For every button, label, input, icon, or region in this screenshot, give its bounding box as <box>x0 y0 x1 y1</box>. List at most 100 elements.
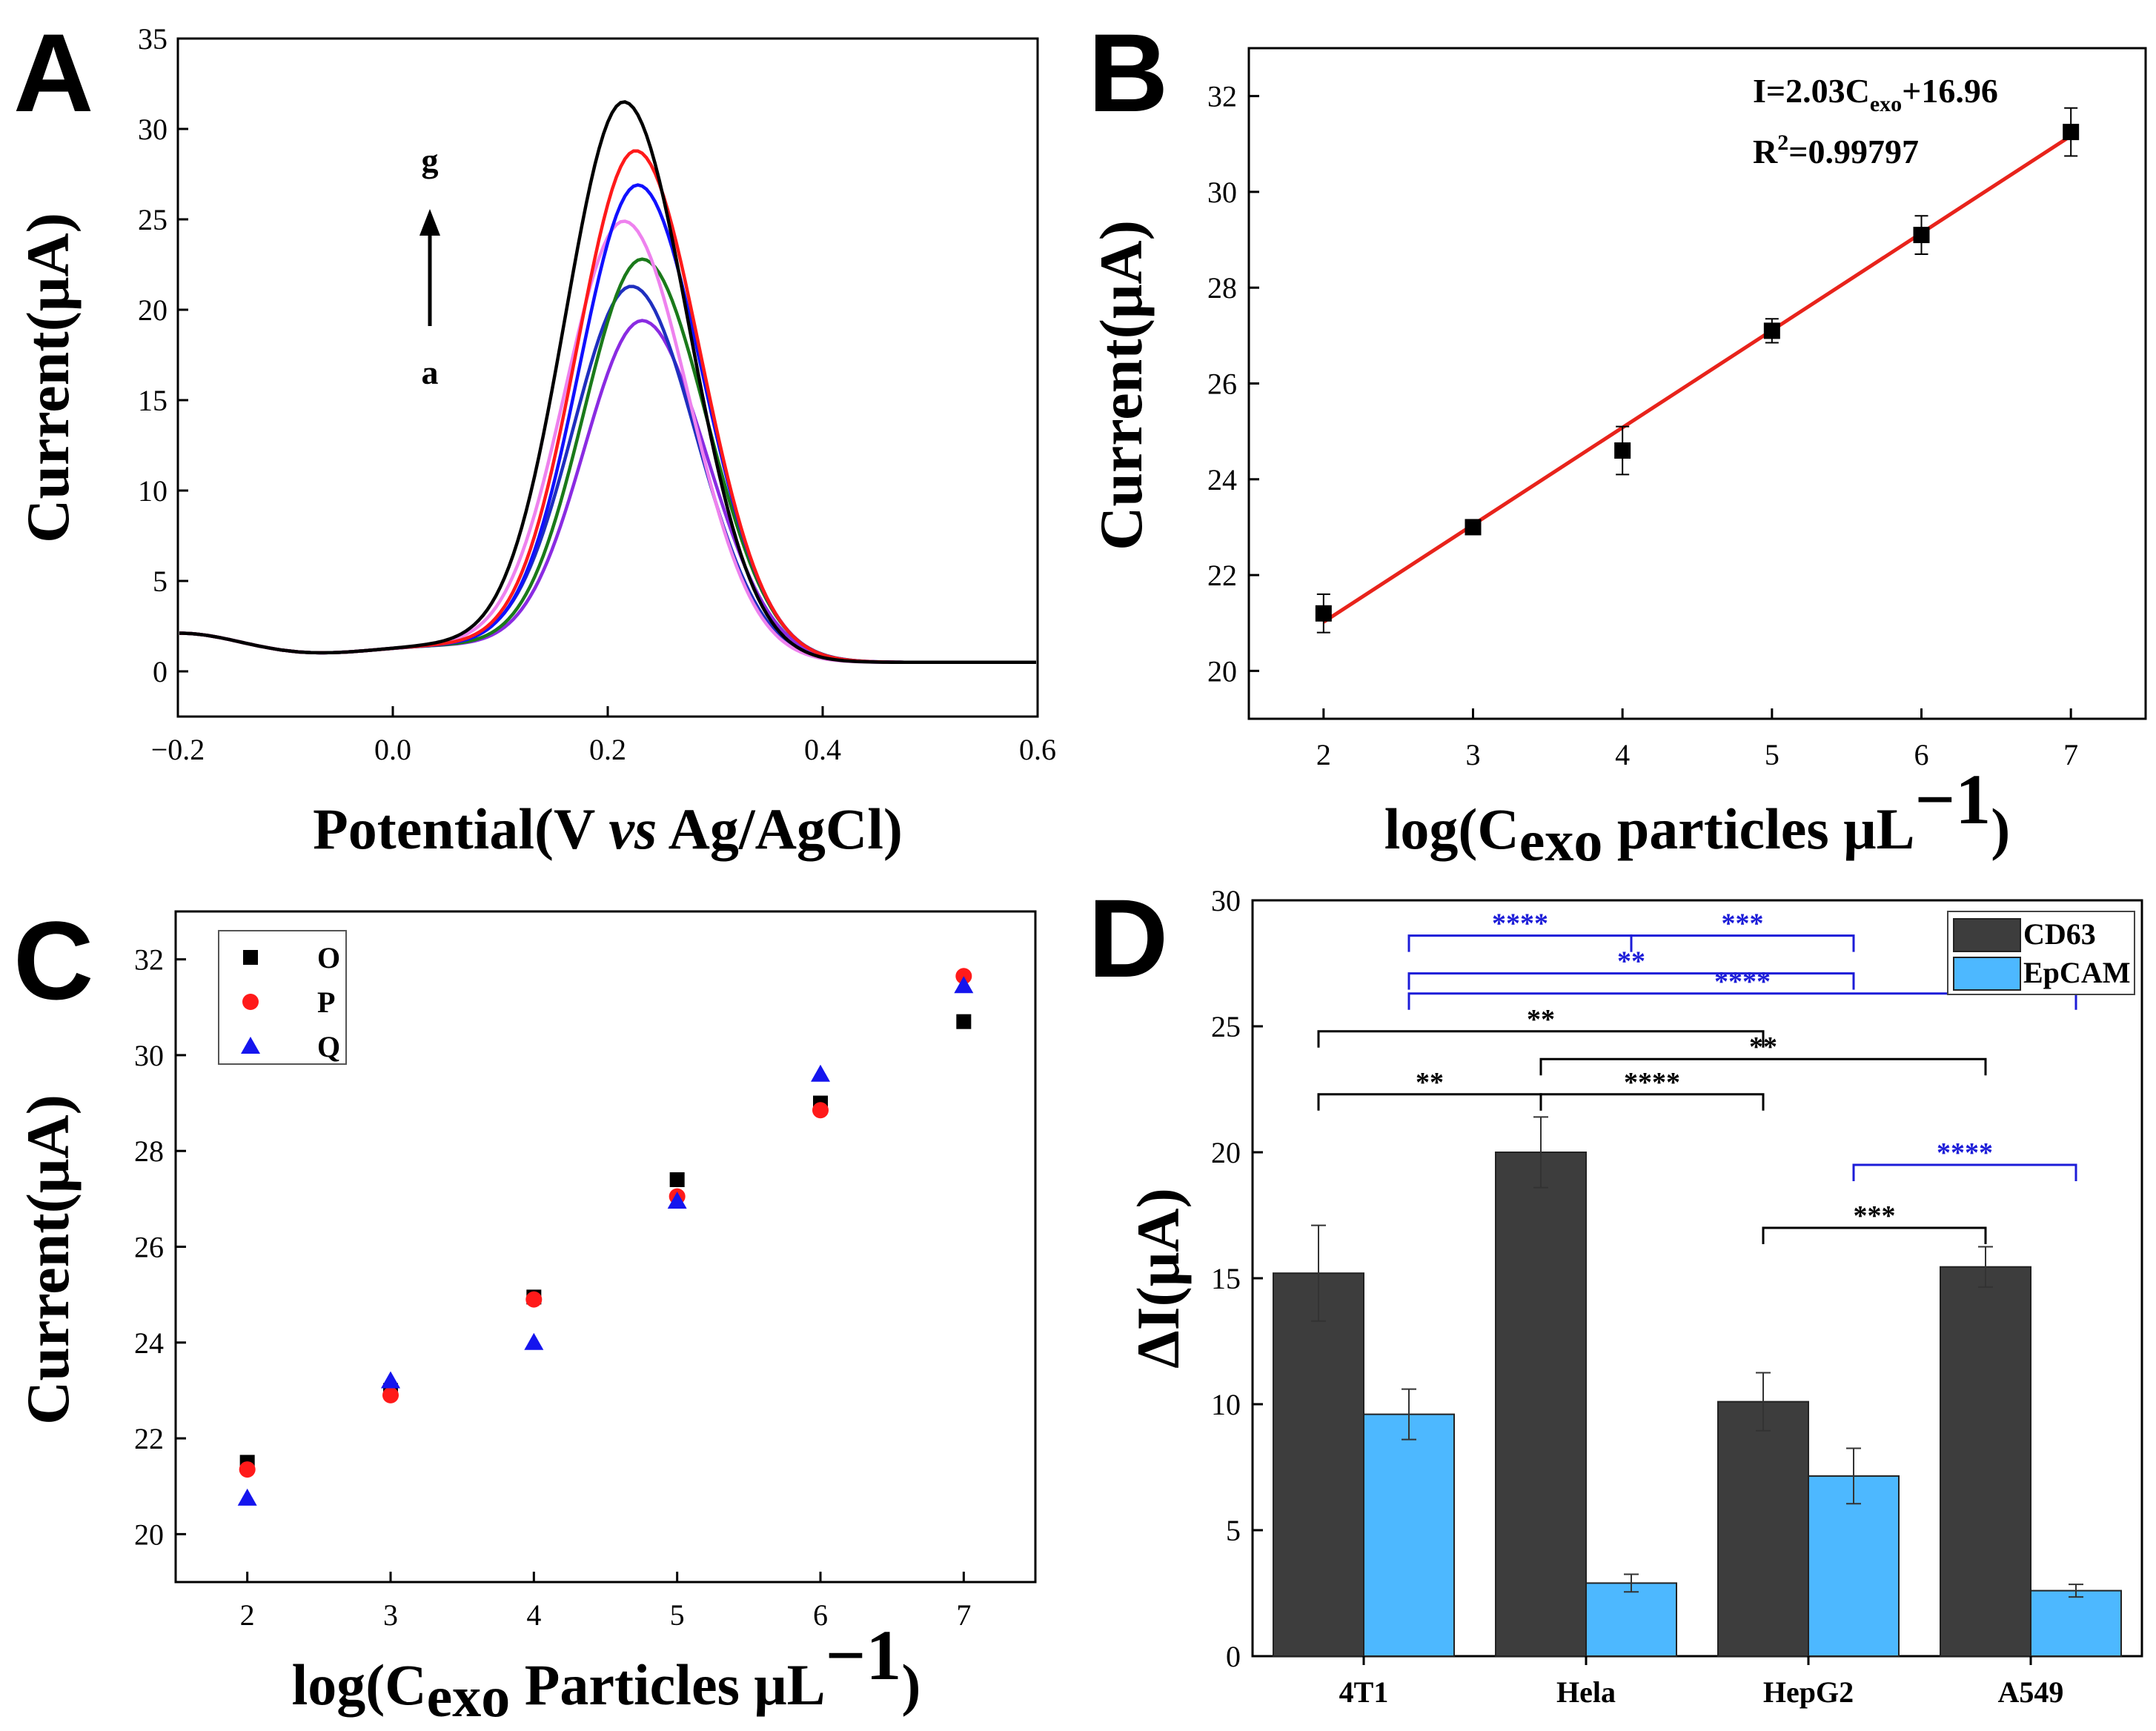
panel-c-y-tick-label: 30 <box>134 1039 164 1072</box>
panel-b-fit-line <box>1322 134 2072 624</box>
panel-c-point-Q <box>667 1192 687 1209</box>
panel-b-point <box>1913 227 1930 244</box>
panel-d-x-tick-label: 4T1 <box>1339 1675 1389 1709</box>
panel-b-point <box>1614 442 1631 459</box>
panel-b-y-tick-label: 26 <box>1207 368 1237 401</box>
panel-a-y-tick-label: 25 <box>138 203 167 236</box>
panel-a-curve-e <box>179 183 1036 665</box>
panel-c-plot <box>237 968 974 1506</box>
panel-d-y-tick-label: 30 <box>1211 884 1241 917</box>
panel-d-x-ticks: 4T1 Hela HepG2 A549 <box>1339 1656 2063 1709</box>
panel-a-x-tick-label: 0.4 <box>804 733 841 766</box>
panel-d-legend-swatch-CD63 <box>1953 918 2021 952</box>
panel-b-plot <box>1315 107 2080 634</box>
panel-b-y-tick-label: 28 <box>1207 271 1237 305</box>
panel-d-sig-bracket <box>1630 934 1855 952</box>
panel-d-significance: ***************** ************* <box>1317 908 2077 1244</box>
panel-d-sig-label: ** <box>1527 1004 1555 1035</box>
panel-a-curve-c <box>179 257 1036 665</box>
panel-c-legend-items: OPQ <box>241 941 340 1063</box>
panel-d-sig-bracket <box>1762 1226 1987 1244</box>
panel-b-y-ticks: 20 22 24 26 28 30 32 <box>1207 80 1259 688</box>
panel-c-x-tick-label: 7 <box>956 1598 971 1632</box>
panel-c-legend-marker-Q <box>241 1037 260 1054</box>
panel-d-sig-bracket <box>1407 992 2077 1010</box>
panel-a-arrow-label-g: g <box>422 142 439 179</box>
panel-a-arrow-label-a: a <box>422 353 439 391</box>
panel-c-legend-label: P <box>317 986 335 1019</box>
panel-b-point <box>1315 605 1332 622</box>
panel-b-equation-sub: exo <box>1870 92 1902 116</box>
panel-c-point-P <box>525 1291 543 1308</box>
panel-c-x-tick-label: 6 <box>813 1598 828 1632</box>
panel-d-sig-label: ** <box>1749 1031 1777 1063</box>
panel-b-letter: B <box>1088 10 1168 135</box>
panel-a-curve-g <box>179 100 1036 665</box>
panel-b-point <box>1763 322 1780 339</box>
panel-b-equation: I=2.03Cexo+16.96 <box>1753 72 1998 116</box>
panel-a-letter: A <box>13 10 93 135</box>
panel-b-x-title-post: ) <box>1991 797 2010 861</box>
panel-c-point-Q <box>237 1488 257 1506</box>
panel-b-x-tick-label: 2 <box>1316 738 1331 771</box>
panel-c-x-tick-label: 2 <box>240 1598 255 1632</box>
panel-c-point-P <box>812 1102 829 1119</box>
panel-c-point-P <box>382 1386 399 1403</box>
panel-d-y-tick-label: 5 <box>1226 1514 1241 1547</box>
panel-b-x-tick-label: 7 <box>2063 738 2078 771</box>
panel-a-x-ticks: −0.2 0.0 0.2 0.4 0.6 <box>151 706 1056 766</box>
panel-c-legend-marker-P <box>242 994 259 1010</box>
panel-c-letter: C <box>13 898 93 1023</box>
panel-d-sig-bracket <box>1539 1057 1987 1076</box>
panel-b-r2: R2=0.99797 <box>1753 130 1919 170</box>
panel-c-point-P <box>239 1461 256 1478</box>
panel-a-y-tick-label: 20 <box>138 293 167 327</box>
panel-c-legend-marker-O <box>243 950 258 965</box>
panel-c-point-Q <box>524 1332 544 1350</box>
panel-d-y-tick-label: 15 <box>1211 1262 1241 1295</box>
panel-a-arrowhead <box>419 209 440 236</box>
panel-c-y-tick-label: 32 <box>134 943 164 977</box>
panel-c-y-tick-label: 26 <box>134 1231 164 1264</box>
panel-c-x-tick-label: 4 <box>526 1598 541 1632</box>
panel-d-bar-CD63 <box>1717 1401 1809 1657</box>
panel-c-legend-label: O <box>317 941 340 974</box>
panel-a-x-title: Potential(V vs Ag/AgCl) <box>313 797 903 861</box>
panel-b-x-title-mid: particles μL <box>1602 797 1914 861</box>
panel-c-x-ticks: 2 3 4 5 6 7 <box>240 1572 971 1632</box>
panel-c-y-title: Current(μA) <box>14 1094 82 1425</box>
panel-d-bar-EpCAM <box>2030 1589 2122 1658</box>
panel-d-bars <box>1273 1116 2122 1658</box>
panel-b-y-tick-label: 32 <box>1207 80 1237 113</box>
panel-c-y-tick-label: 22 <box>134 1422 164 1455</box>
panel-b-y-title: Current(μA) <box>1087 220 1155 551</box>
panel-a-x-title-pre: Potential(V <box>313 797 608 861</box>
panel-d-sig-bracket <box>1317 1030 1765 1048</box>
panel-d-legend-label: EpCAM <box>2023 956 2130 989</box>
panel-b-y-tick-label: 20 <box>1207 654 1237 688</box>
panel-a-curves <box>179 100 1036 665</box>
panel-b-x-tick-label: 3 <box>1466 738 1481 771</box>
panel-c-x-title-pre: log(C <box>292 1652 427 1717</box>
panel-d-sig-label: *** <box>1854 1200 1896 1232</box>
panel-c-y-tick-label: 20 <box>134 1518 164 1551</box>
panel-d-sig-bracket <box>1852 1163 2077 1181</box>
panel-c-point-Q <box>811 1064 830 1082</box>
panel-b-point <box>1465 519 1482 536</box>
panel-d-y-tick-label: 20 <box>1211 1136 1241 1169</box>
panel-a-y-tick-label: 0 <box>153 655 167 688</box>
panel-b-x-title-sub: exo <box>1519 808 1603 873</box>
panel-d-sig-bracket <box>1539 1093 1765 1111</box>
panel-b-x-tick-label: 4 <box>1615 738 1630 771</box>
panel-c-point-Q <box>381 1371 400 1389</box>
panel-c-legend-label: Q <box>317 1030 340 1063</box>
panel-d-x-tick-label: Hela <box>1556 1675 1616 1709</box>
panel-a-x-tick-label: 0.2 <box>589 733 626 766</box>
panel-a: A −0.2 0.0 0.2 0.4 0.6 0 5 10 15 20 25 30 35 g a Cu… <box>13 10 1056 861</box>
panel-b-y-tick-label: 24 <box>1207 463 1237 496</box>
panel-a-y-tick-label: 15 <box>138 384 167 417</box>
panel-b-y-tick-label: 30 <box>1207 176 1237 209</box>
panel-b-x-title-sup: −1 <box>1915 760 1991 839</box>
